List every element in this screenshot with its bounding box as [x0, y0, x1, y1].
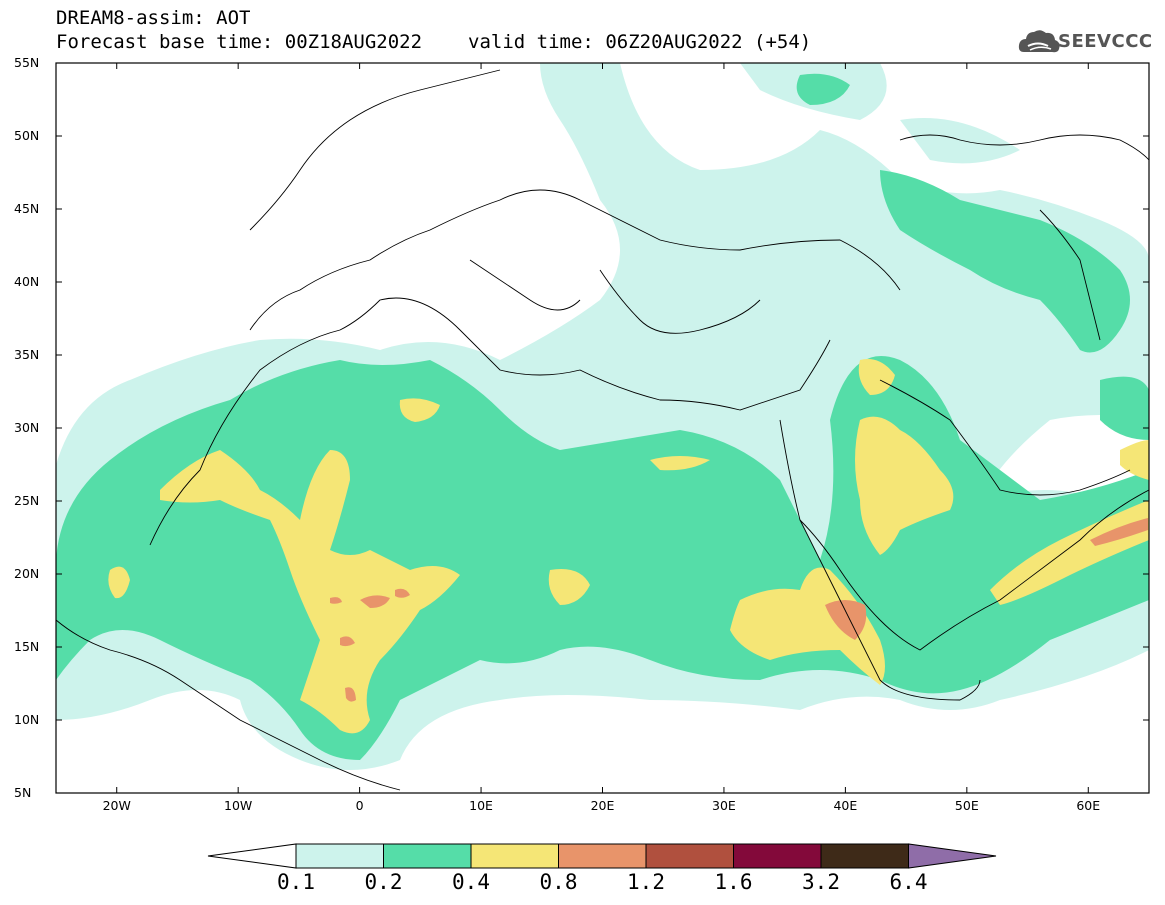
- lat-tick-label: 55N: [14, 55, 40, 70]
- title-model: DREAM8-assim: AOT: [56, 7, 251, 29]
- cloud-logo-icon: [1018, 30, 1060, 53]
- lon-tick-label: 20E: [590, 798, 615, 813]
- lat-tick-label: 10N: [14, 712, 40, 727]
- valid-time: valid time: 06Z20AUG2022 (+54): [468, 31, 812, 53]
- colorbar-label: 1.2: [627, 870, 665, 894]
- lat-tick-label: 15N: [14, 639, 40, 654]
- lat-tick-label: 25N: [14, 493, 40, 508]
- base-time: Forecast base time: 00Z18AUG2022: [56, 31, 423, 53]
- colorbar-segment: [383, 843, 472, 869]
- colorbar-label: 0.2: [364, 870, 403, 894]
- colorbar-over-arrow: [908, 843, 997, 869]
- aot-band-0-4: [108, 359, 1149, 734]
- colorbar-label: 0.8: [539, 870, 578, 894]
- coastlines: [56, 69, 1149, 791]
- colorbar-segment: [558, 843, 647, 869]
- title-times: Forecast base time: 00Z18AUG2022 valid ti…: [56, 32, 811, 52]
- colorbar-label: 3.2: [802, 870, 840, 894]
- lat-tick-label: 35N: [14, 347, 40, 362]
- lon-tick-label: 50E: [954, 798, 979, 813]
- colorbar-label: 0.4: [452, 870, 490, 894]
- lat-tick-label: 40N: [14, 274, 40, 289]
- colorbar-label: 0.1: [277, 870, 315, 894]
- lon-tick-label: 60E: [1076, 798, 1101, 813]
- lon-tick-label: 10W: [224, 798, 253, 813]
- colorbar-label: 6.4: [889, 870, 928, 894]
- colorbar-segment: [295, 843, 384, 869]
- lon-tick-label: 20W: [102, 798, 131, 813]
- aot-band-0-8: [330, 518, 1148, 702]
- axis-ticks: [56, 62, 1149, 794]
- colorbar-label: 1.6: [714, 870, 753, 894]
- lat-tick-label: 30N: [14, 420, 40, 435]
- colorbar-segment: [820, 843, 909, 869]
- lat-tick-label: 5N: [14, 785, 32, 800]
- lon-tick-label: 40E: [833, 798, 858, 813]
- colorbar-segment: [733, 843, 822, 869]
- lon-tick-label: 0: [355, 798, 364, 813]
- colorbar-segment: [645, 843, 734, 869]
- lat-tick-label: 50N: [14, 128, 40, 143]
- lon-tick-label: 10E: [469, 798, 493, 813]
- lat-tick-label: 45N: [14, 201, 40, 216]
- logo-text: SEEVCCC: [1058, 31, 1153, 52]
- lat-tick-label: 20N: [14, 566, 40, 581]
- colorbar-under-arrow: [207, 843, 297, 869]
- lon-tick-label: 30E: [712, 798, 736, 813]
- colorbar-segment: [470, 843, 559, 869]
